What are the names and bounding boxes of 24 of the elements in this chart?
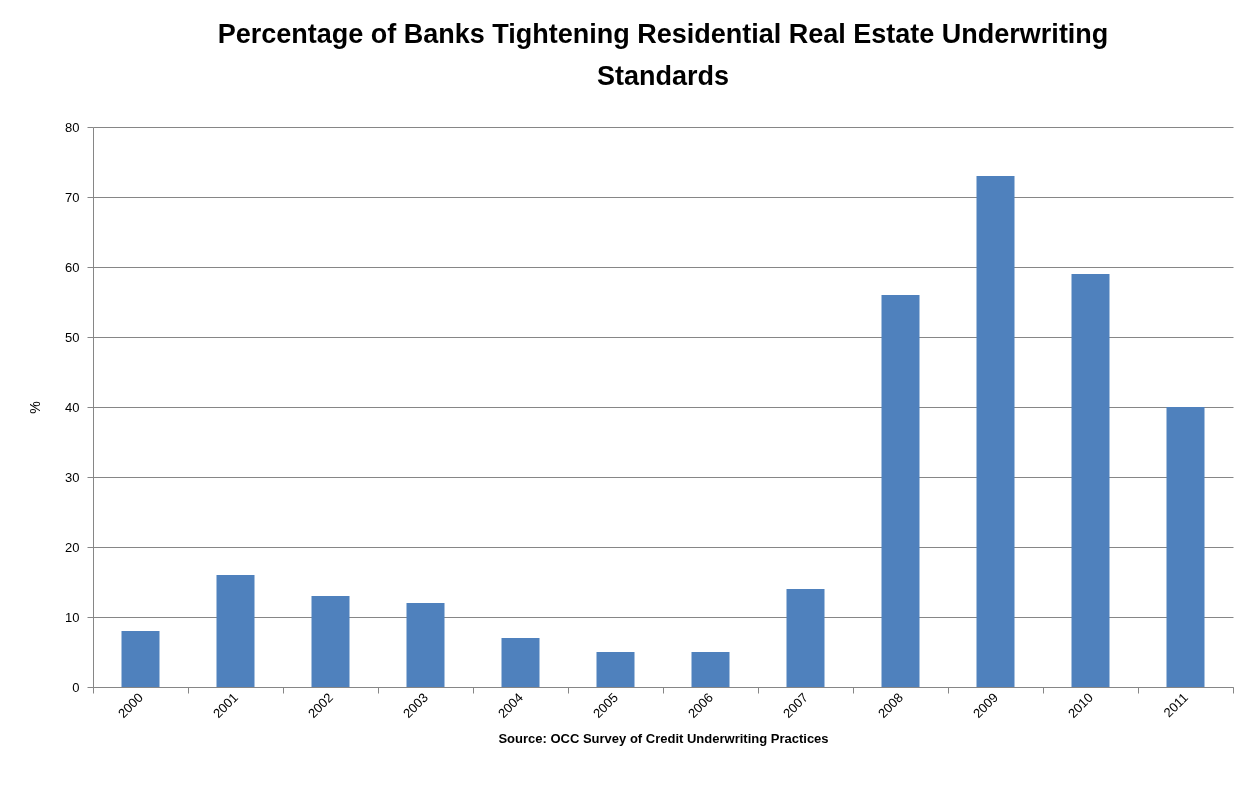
bar	[216, 575, 255, 687]
y-tick-label: 0	[72, 679, 80, 695]
y-tick-label: 20	[65, 539, 80, 555]
y-tick-label: 40	[65, 399, 80, 415]
bar	[881, 295, 920, 687]
y-tick-label: 80	[65, 119, 80, 135]
y-tick-label: 60	[65, 259, 80, 275]
bar	[501, 638, 540, 687]
bar	[406, 603, 445, 687]
bar	[311, 596, 350, 687]
y-tick-label: 10	[65, 609, 80, 625]
y-axis-title: %	[27, 401, 44, 414]
y-tick-label: 30	[65, 469, 80, 485]
bar	[976, 176, 1015, 687]
bar	[691, 652, 730, 687]
y-tick-label: 70	[65, 189, 80, 205]
y-tick-label: 50	[65, 329, 80, 345]
bar	[121, 631, 160, 687]
source-note: Source: OCC Survey of Credit Underwriting Practices	[498, 730, 829, 746]
bar	[1071, 274, 1110, 687]
bar	[786, 589, 825, 687]
bar	[1166, 407, 1205, 687]
chart-title: Percentage of Banks Tightening Residential Real Estate Underwriting Standards	[217, 19, 1109, 91]
bar	[596, 652, 635, 687]
